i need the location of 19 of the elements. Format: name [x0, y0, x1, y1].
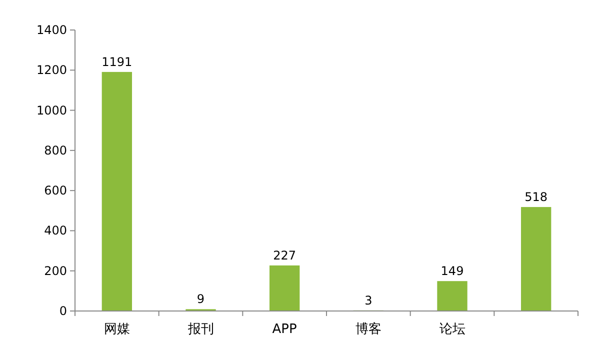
y-tick-label: 0: [59, 304, 67, 318]
y-tick-label: 800: [44, 143, 67, 158]
x-tick-label: 博客: [355, 321, 382, 337]
x-tick-label: APP: [272, 322, 298, 337]
data-label: 3: [364, 293, 372, 308]
data-label: 227: [273, 248, 296, 262]
data-label: 518: [524, 190, 548, 204]
y-tick-label: 200: [44, 264, 67, 278]
y-tick-label: 1400: [36, 23, 67, 37]
data-label: 149: [440, 264, 464, 278]
y-tick-label: 600: [44, 184, 67, 198]
y-tick-label: 1200: [36, 63, 67, 78]
x-tick-label: 论坛: [439, 322, 466, 337]
x-tick-label: 报刊: [186, 322, 214, 337]
data-label: 1191: [102, 54, 132, 69]
y-tick-label: 400: [44, 224, 67, 238]
y-tick-label: 1000: [36, 103, 67, 118]
x-tick-label: 网媒: [104, 322, 130, 337]
data-label: 9: [196, 292, 205, 306]
